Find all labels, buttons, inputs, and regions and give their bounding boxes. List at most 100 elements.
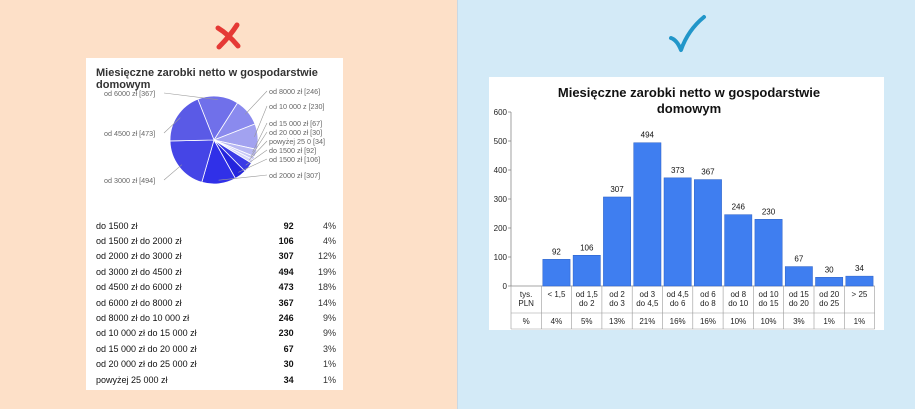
table-row: do 1500 zł 92 4%: [96, 218, 336, 233]
category-label: > 25: [852, 290, 868, 299]
table-row: od 10 000 zł do 15 000 zł 230 9%: [96, 326, 336, 341]
percent-label: 13%: [609, 317, 625, 326]
cross-icon: [215, 22, 241, 50]
y-tick-label: 100: [494, 253, 508, 262]
percent-label: 4%: [551, 317, 563, 326]
pie-leader-line: [244, 90, 268, 115]
pie-leader-line: [238, 158, 268, 173]
pie-chart: od 6000 zł [367] od 4500 zł [473] od 3000 …: [104, 87, 325, 185]
category-label: od 1,5 do 2: [576, 290, 599, 308]
pie-slice-label: od 1500 zł [106]: [269, 155, 320, 164]
table-row: od 15 000 zł do 20 000 zł 67 3%: [96, 341, 336, 356]
histogram-bar: [572, 255, 601, 287]
percent-label: 16%: [670, 317, 686, 326]
y-tick-label: 600: [494, 108, 508, 117]
table-row-percent: 9%: [322, 328, 336, 339]
category-label: od 4,5 do 6: [667, 290, 690, 308]
panel-divider: [457, 0, 458, 409]
percent-label: 10%: [761, 317, 777, 326]
table-row-label: od 10 000 zł do 15 000 zł: [96, 328, 197, 339]
bar-value-label: 34: [855, 264, 864, 273]
table-row-label: od 15 000 zł do 20 000 zł: [96, 343, 197, 354]
income-table: do 1500 zł 92 4% od 1500 zł do 2000 zł 106 4%…: [96, 218, 336, 387]
pie-slice-label: od 10 000 z [230]: [269, 102, 325, 111]
row-header-range: tys. PLN: [518, 290, 534, 308]
table-row-label: do 1500 zł: [96, 220, 138, 231]
pie-leader-line: [218, 174, 268, 181]
table-row: od 2000 zł do 3000 zł 307 12%: [96, 249, 336, 264]
histogram-chart: 0 100 200 300 400 500 600 92 106 307 494 373 367 246 2…: [494, 108, 875, 330]
category-label: od 15 do 20: [789, 290, 810, 308]
bar-value-label: 67: [794, 255, 803, 264]
table-row-count: 307: [278, 251, 294, 262]
bar-value-label: 246: [732, 203, 746, 212]
percent-label: 10%: [730, 317, 746, 326]
table-row-label: powyżej 25 000 zł: [96, 374, 168, 385]
percent-label: 1%: [854, 317, 866, 326]
table-row-label: od 20 000 zł do 25 000 zł: [96, 359, 197, 370]
histogram-bar: [754, 219, 783, 287]
table-row-count: 92: [283, 220, 294, 231]
category-label: od 3 do 4,5: [636, 290, 659, 308]
y-tick-label: 400: [494, 166, 508, 175]
table-row-count: 230: [278, 328, 294, 339]
histogram-title: Miesięczne zarobki netto w gospodarstwie…: [557, 85, 821, 116]
percent-label: 1%: [823, 317, 835, 326]
pie-slice-label: powyżej 25 0 [34]: [269, 137, 325, 146]
histogram-bar: [784, 266, 813, 287]
pie-slice-label: od 4500 zł [473]: [104, 129, 155, 138]
bar-value-label: 494: [641, 131, 655, 140]
bar-value-label: 230: [762, 207, 776, 216]
y-tick-label: 200: [494, 224, 508, 233]
y-tick-label: 0: [503, 282, 508, 291]
table-row-count: 30: [283, 359, 294, 370]
percent-label: 16%: [700, 317, 716, 326]
table-row: od 1500 zł do 2000 zł 106 4%: [96, 233, 336, 248]
histogram-bar: [603, 196, 631, 287]
checkmark-icon: [669, 15, 706, 52]
table-row-count: 67: [283, 343, 294, 354]
table-row-label: od 1500 zł do 2000 zł: [96, 236, 182, 247]
pie-leader-line: [254, 105, 268, 138]
pie-leader-line: [163, 117, 181, 134]
table-row-label: od 3000 zł do 4500 zł: [96, 266, 182, 277]
pie-slice-label: od 3000 zł [494]: [104, 176, 155, 185]
table-row-label: od 4500 zł do 6000 zł: [96, 282, 182, 293]
histogram-bar: [633, 142, 662, 287]
pie-slice-label: od 2000 zł [307]: [269, 171, 320, 180]
histogram-bar: [845, 275, 874, 287]
percent-label: 5%: [581, 317, 593, 326]
category-label: od 2 do 3: [609, 290, 625, 308]
table-row: od 20 000 zł do 25 000 zł 30 1%: [96, 357, 336, 372]
pie-slice-label: od 8000 zł [246]: [269, 87, 320, 96]
row-header-percent: %: [523, 317, 530, 326]
table-row-label: od 6000 zł do 8000 zł: [96, 297, 182, 308]
pie-chart-title: Miesięczne zarobki netto w gospodarstwie…: [96, 67, 318, 91]
table-row-percent: 9%: [322, 313, 336, 324]
table-row-percent: 1%: [322, 374, 336, 385]
table-row-percent: 4%: [322, 236, 336, 247]
percent-label: 21%: [639, 317, 655, 326]
table-row-count: 34: [283, 374, 294, 385]
pie-leader-line: [249, 140, 268, 161]
pie-slice-label: od 6000 zł [367]: [104, 89, 155, 98]
histogram-bar: [724, 214, 753, 287]
table-row-percent: 4%: [322, 220, 336, 231]
table-row-percent: 18%: [317, 282, 336, 293]
table-row-percent: 19%: [317, 266, 336, 277]
table-row-label: od 8000 zł do 10 000 zł: [96, 313, 190, 324]
table-row-count: 106: [278, 236, 294, 247]
table-row: od 6000 zł do 8000 zł 367 14%: [96, 295, 336, 310]
bar-value-label: 30: [825, 265, 834, 274]
table-row: powyżej 25 000 zł 34 1%: [96, 372, 336, 387]
pie-slice-label: od 20 000 zł [30]: [269, 128, 322, 137]
table-row-percent: 1%: [322, 359, 336, 370]
category-label: od 6 do 8: [700, 290, 716, 308]
category-label: od 10 do 15: [759, 290, 780, 308]
histogram-bar: [815, 277, 844, 287]
histogram-bar: [694, 179, 722, 287]
table-row-count: 246: [278, 313, 294, 324]
pie-leader-line: [163, 164, 183, 181]
pie-leader-line: [252, 122, 268, 153]
y-tick-label: 300: [494, 195, 508, 204]
